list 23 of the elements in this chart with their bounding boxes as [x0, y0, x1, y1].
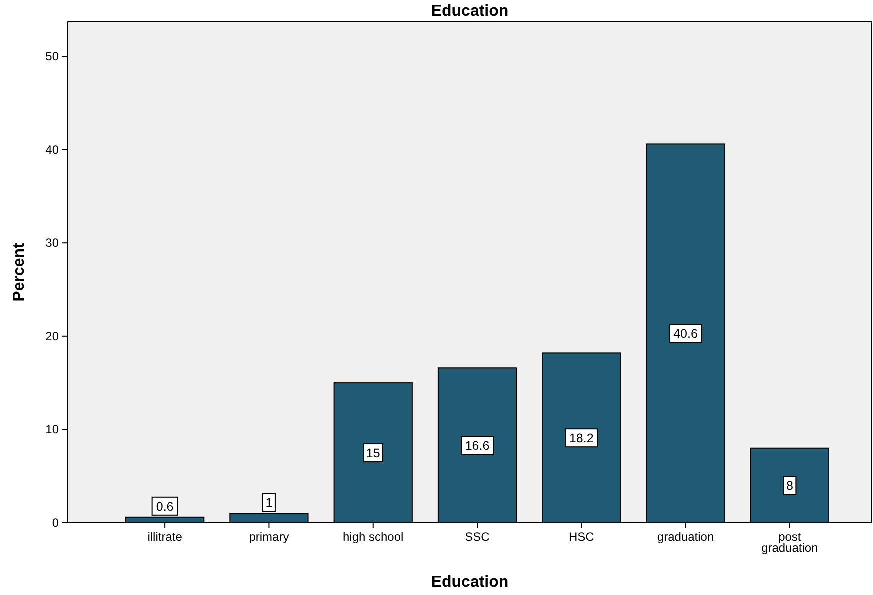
x-tick-label: graduation: [657, 530, 714, 544]
x-tick-label: post graduation: [762, 530, 818, 555]
x-tick-label: illitrate: [148, 530, 183, 544]
data-label: 0.6: [156, 500, 174, 514]
y-tick-label: 40: [46, 142, 60, 157]
data-label: 40.6: [674, 327, 698, 342]
y-tick-label: 50: [46, 50, 60, 64]
data-label: 15: [366, 446, 380, 461]
x-tick-label: SSC: [465, 530, 490, 544]
data-label: 18.2: [569, 432, 594, 446]
data-label: 8: [786, 479, 794, 494]
y-axis-title: Percent: [11, 242, 28, 302]
x-tick-label: high school: [343, 530, 404, 544]
x-axis-title: Education: [431, 574, 509, 591]
y-tick-label: 0: [52, 516, 60, 530]
data-label: 1: [266, 496, 273, 510]
y-tick-label: 10: [46, 422, 60, 437]
x-tick-label: HSC: [568, 530, 595, 544]
data-label: 16.6: [465, 439, 490, 454]
y-tick-label: 30: [46, 236, 60, 250]
chart-title: Education: [431, 3, 509, 20]
x-tick-label: primary: [249, 530, 290, 544]
y-tick-label: 20: [46, 329, 60, 344]
